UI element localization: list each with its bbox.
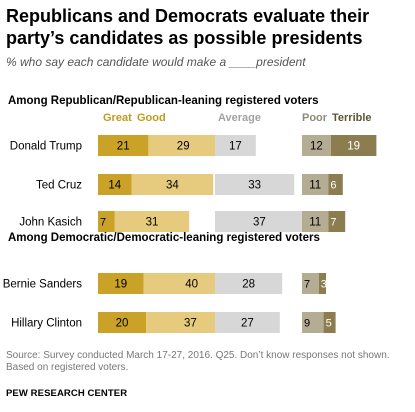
chart-title: Republicans and Democrats evaluate their… bbox=[6, 6, 370, 48]
bar-average bbox=[215, 174, 295, 195]
bar-value-average: 17 bbox=[229, 141, 242, 153]
bar-value-terrible: 19 bbox=[347, 141, 360, 153]
bar-value-poor: 9 bbox=[304, 318, 310, 330]
bar-value-average: 27 bbox=[241, 318, 254, 330]
bar-value-good: 37 bbox=[184, 318, 197, 330]
bar-value-average: 33 bbox=[248, 180, 261, 192]
legend-great: Great bbox=[103, 112, 132, 124]
candidate-label: John Kasich bbox=[19, 217, 82, 229]
bar-average bbox=[215, 135, 256, 156]
bar-terrible bbox=[323, 312, 336, 333]
bar-value-good: 31 bbox=[146, 217, 159, 229]
candidate-label: Donald Trump bbox=[10, 141, 82, 153]
bar-value-poor: 7 bbox=[304, 279, 310, 291]
candidate-label: Bernie Sanders bbox=[3, 279, 83, 291]
legend-poor: Poor bbox=[302, 112, 328, 124]
bar-value-good: 29 bbox=[177, 141, 190, 153]
brand-label: PEW RESEARCH CENTER bbox=[6, 388, 128, 399]
legend-average: Average bbox=[218, 112, 261, 124]
bar-terrible bbox=[328, 211, 346, 232]
bar-value-poor: 11 bbox=[309, 217, 321, 229]
bar-poor bbox=[302, 174, 329, 195]
bar-good bbox=[114, 211, 190, 232]
bar-value-great: 20 bbox=[116, 318, 129, 330]
bar-average bbox=[215, 211, 304, 232]
bar-great bbox=[98, 174, 132, 195]
bar-value-good: 34 bbox=[166, 180, 179, 192]
bar-value-good: 40 bbox=[185, 279, 198, 291]
bar-great bbox=[98, 135, 149, 156]
bar-value-poor: 11 bbox=[309, 180, 321, 192]
bar-value-terrible: 6 bbox=[330, 180, 336, 192]
bar-terrible bbox=[330, 135, 377, 156]
chart-subtitle: % who say each candidate would make a __… bbox=[6, 55, 306, 69]
bar-great bbox=[98, 273, 144, 294]
bar-average bbox=[215, 312, 280, 333]
bar-value-average: 28 bbox=[242, 279, 255, 291]
bar-value-terrible: 3 bbox=[321, 279, 327, 291]
bar-terrible bbox=[318, 273, 326, 294]
candidate-label: Hillary Clinton bbox=[11, 318, 82, 330]
legend-terrible: Terrible bbox=[332, 112, 372, 124]
bar-value-great: 21 bbox=[117, 141, 130, 153]
bar-good bbox=[146, 312, 235, 333]
bar-great bbox=[98, 312, 146, 333]
bar-value-average: 37 bbox=[253, 217, 266, 229]
source-note: Source: Survey conducted March 17-27, 20… bbox=[6, 350, 390, 373]
bar-value-great: 7 bbox=[100, 217, 106, 229]
bar-great bbox=[98, 211, 115, 232]
bar-value-poor: 12 bbox=[310, 141, 323, 153]
bar-poor bbox=[302, 135, 331, 156]
bar-poor bbox=[302, 312, 324, 333]
bar-value-terrible: 5 bbox=[326, 318, 332, 330]
bar-value-great: 14 bbox=[108, 180, 121, 192]
bar-good bbox=[131, 174, 214, 195]
legend-good: Good bbox=[137, 112, 166, 124]
candidate-label: Ted Cruz bbox=[36, 180, 82, 192]
bar-good bbox=[148, 135, 218, 156]
bar-poor bbox=[302, 211, 329, 232]
bar-average bbox=[215, 273, 283, 294]
bar-value-great: 19 bbox=[114, 279, 127, 291]
bar-poor bbox=[302, 273, 319, 294]
bar-value-terrible: 7 bbox=[330, 217, 336, 229]
group-label: Among Democratic/Democratic-leaning regi… bbox=[8, 232, 320, 244]
bar-terrible bbox=[328, 174, 343, 195]
group-label: Among Republican/Republican-leaning regi… bbox=[8, 95, 319, 107]
